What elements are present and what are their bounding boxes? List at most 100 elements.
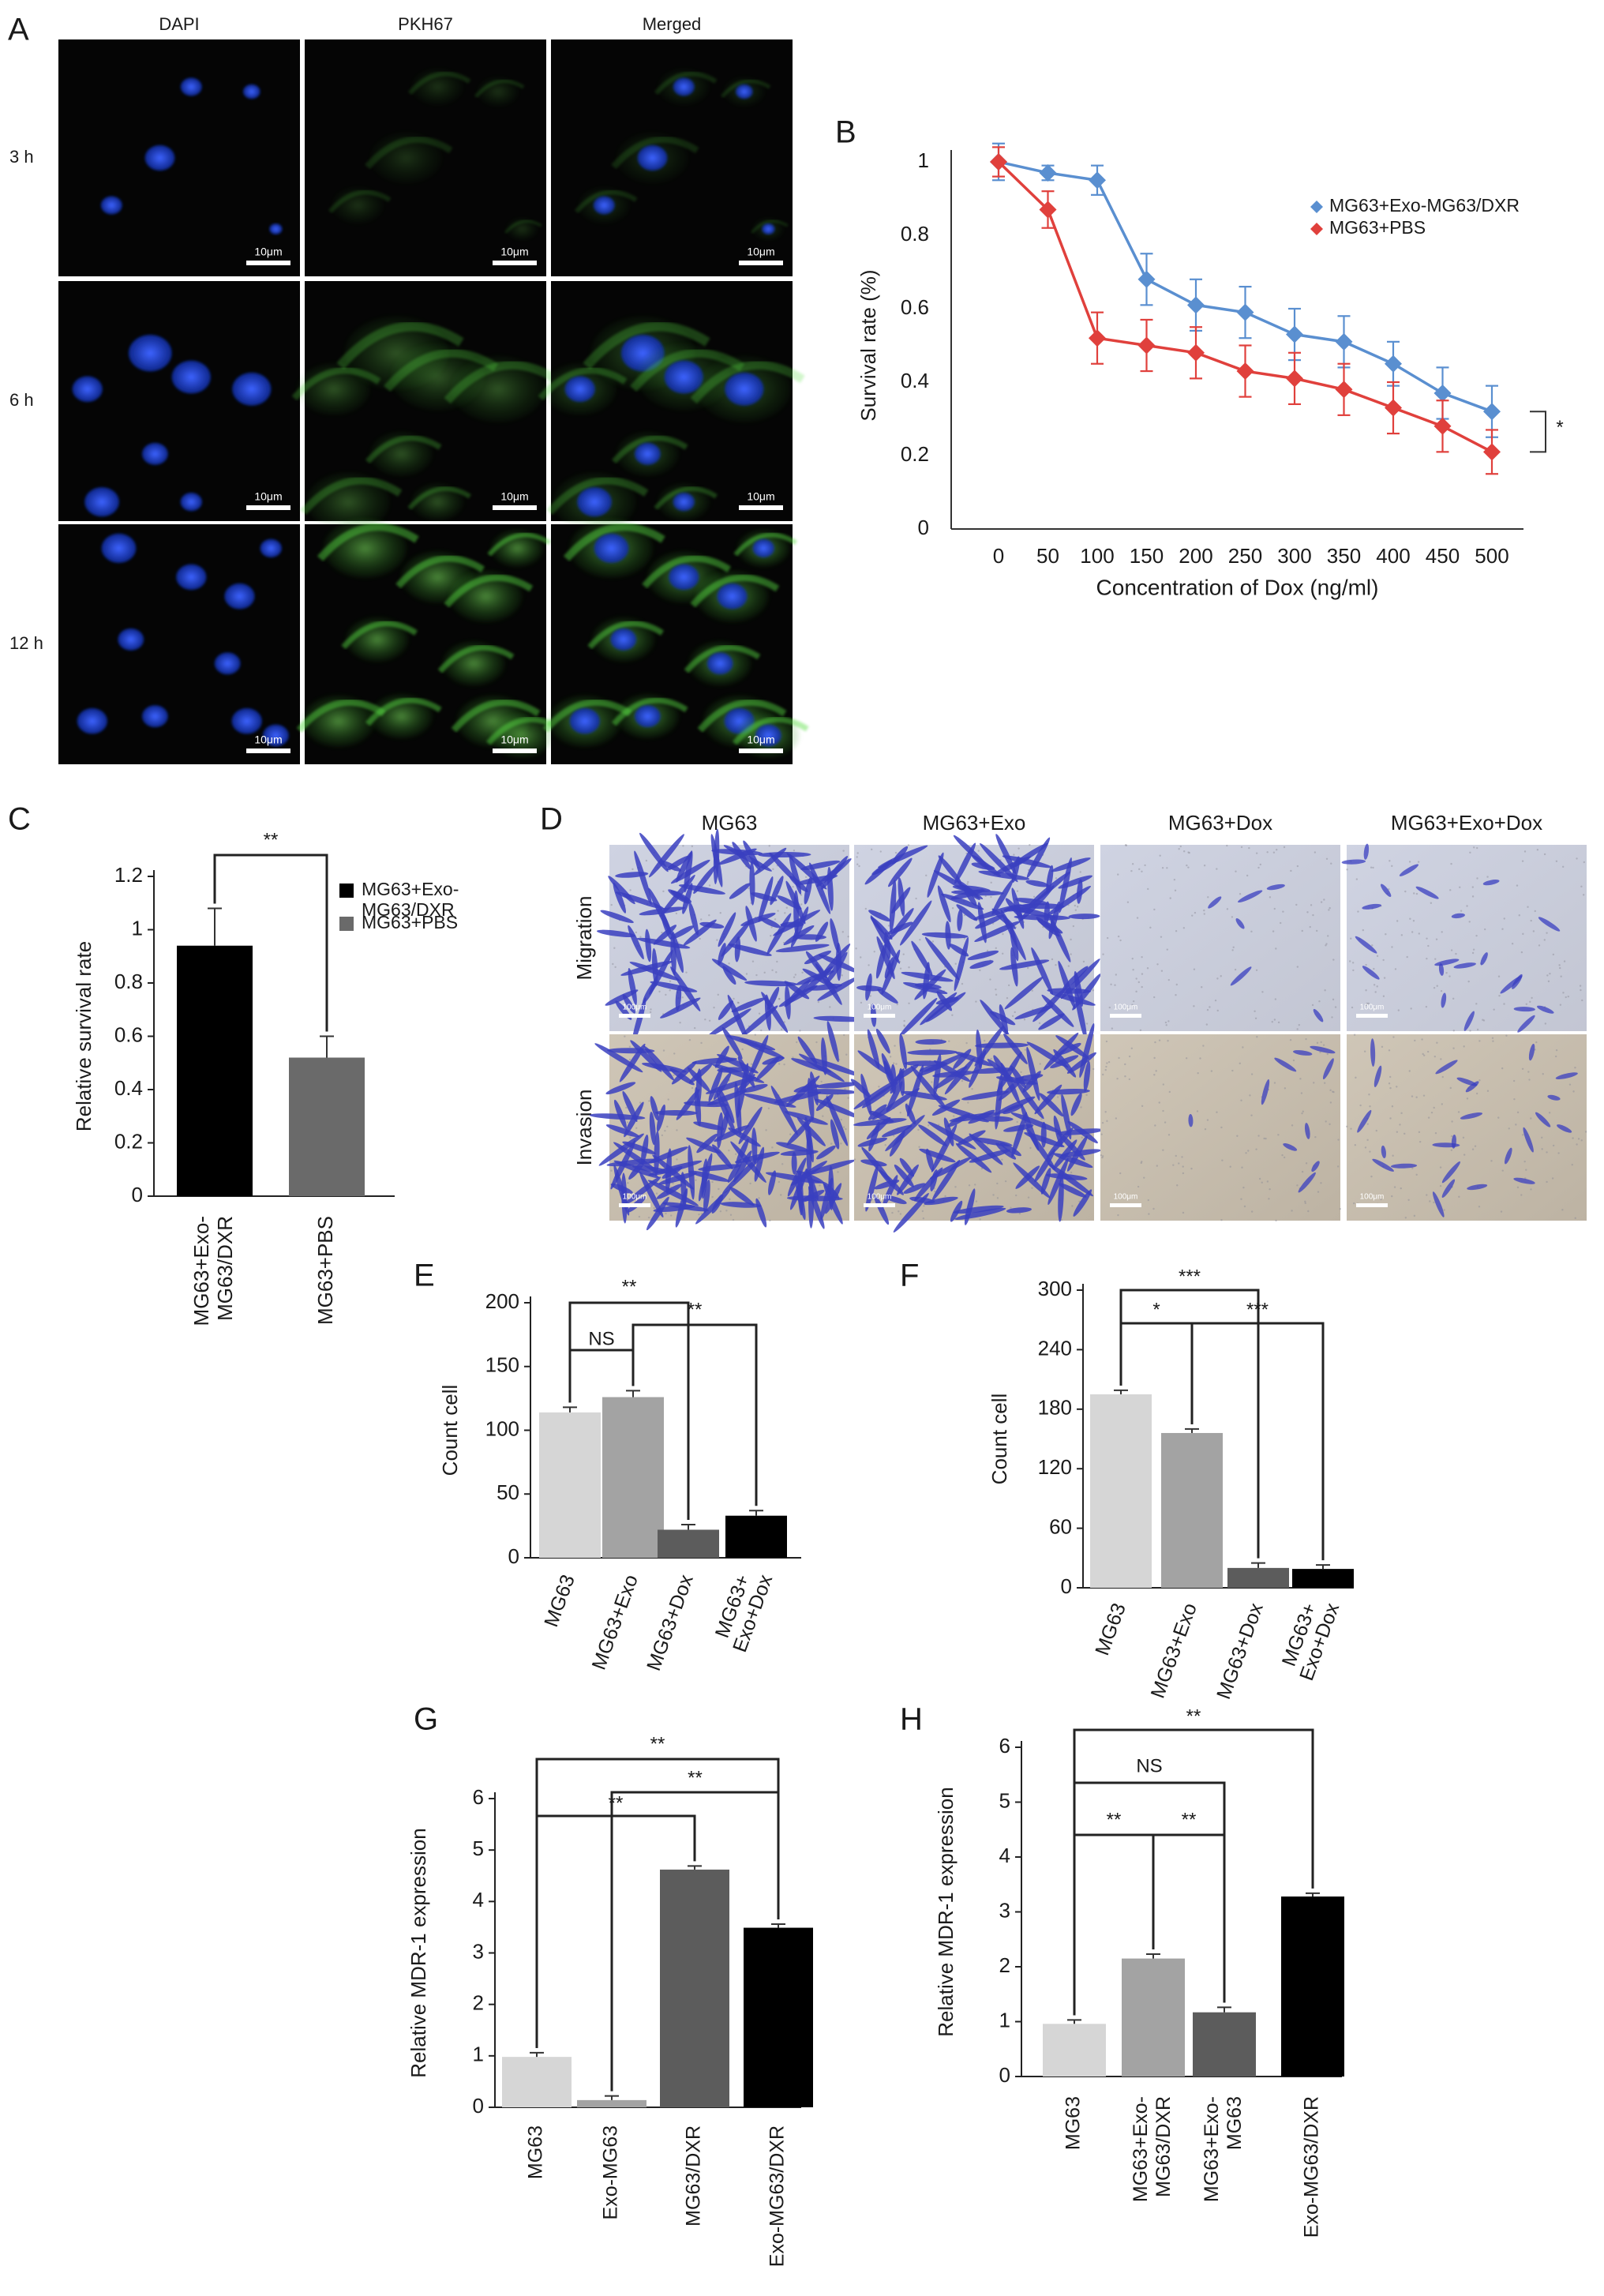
membrane-pore	[847, 936, 849, 938]
membrane-pore	[1242, 1186, 1245, 1189]
membrane-pore	[1391, 946, 1393, 948]
membrane-pore	[927, 1124, 930, 1127]
membrane-pore	[1418, 1140, 1422, 1143]
stained-cell	[1070, 1093, 1082, 1116]
membrane-pore	[1182, 1211, 1185, 1214]
membrane-pore	[1325, 944, 1327, 947]
membrane-pore	[1404, 1217, 1407, 1219]
membrane-pore	[1289, 1039, 1292, 1041]
membrane-pore	[1092, 1067, 1095, 1071]
y-tick-label: 120	[1038, 1455, 1072, 1479]
membrane-pore	[1104, 1111, 1107, 1113]
membrane-pore	[868, 964, 870, 966]
membrane-pore	[1135, 990, 1137, 993]
nucleus	[664, 360, 703, 394]
stained-cell	[641, 1134, 649, 1165]
membrane-process	[504, 219, 542, 234]
panel-letter-h: H	[900, 1702, 923, 1737]
legend-label: MG63+Exo-MG63/DXR	[1329, 195, 1520, 216]
membrane-pore	[1516, 1186, 1520, 1189]
membrane-pore	[1546, 974, 1549, 977]
scale-bar	[619, 1014, 650, 1018]
membrane-pore	[1382, 995, 1385, 997]
membrane-pore	[1296, 966, 1299, 968]
membrane-pore	[682, 845, 684, 847]
stained-cell	[761, 992, 789, 1033]
stained-cell	[893, 1192, 929, 1233]
membrane-pore	[1411, 1167, 1414, 1169]
membrane-pore	[1076, 906, 1079, 908]
panel-d-col-label: MG63	[702, 811, 758, 835]
series-2	[990, 146, 1501, 475]
membrane-process	[611, 697, 688, 726]
membrane-pore	[672, 1182, 674, 1185]
stained-cell	[1050, 1055, 1079, 1068]
scale-bar-label: 100μm	[868, 1193, 892, 1202]
membrane-pore	[729, 1214, 733, 1216]
data-point	[1137, 336, 1156, 355]
membrane-pore	[758, 1012, 761, 1015]
membrane-pore	[903, 1024, 905, 1026]
membrane-pore	[826, 1094, 829, 1097]
membrane-pore	[1176, 1184, 1179, 1187]
x-category-label: Exo-MG63/DXR	[1301, 2096, 1323, 2238]
membrane-pore	[1380, 1198, 1382, 1201]
membrane-pore	[1190, 1167, 1193, 1170]
membrane-pore	[1250, 1073, 1254, 1075]
membrane-pore	[768, 845, 770, 847]
data-point	[1187, 343, 1205, 362]
membrane-pore	[760, 1029, 763, 1032]
membrane-process	[563, 523, 665, 561]
stained-cell	[774, 1091, 822, 1104]
membrane-pore	[1016, 890, 1019, 892]
membrane-pore	[725, 1210, 728, 1212]
membrane-pore	[1160, 970, 1164, 972]
membrane-pore	[645, 859, 648, 862]
membrane-pore	[780, 1194, 782, 1196]
membrane-pore	[1500, 1210, 1503, 1213]
membrane-pore	[649, 1011, 652, 1014]
membrane-process	[365, 697, 442, 726]
membrane-pore	[1469, 851, 1471, 853]
membrane-pore	[610, 1169, 613, 1172]
membrane-pore	[1148, 1213, 1150, 1215]
membrane-pore	[1388, 1049, 1391, 1052]
membrane-process	[365, 434, 442, 464]
membrane-pore	[1501, 1067, 1504, 1070]
stained-cell	[870, 915, 900, 964]
significance-bracket	[1190, 1322, 1325, 1561]
y-tick-label: 3	[999, 1898, 1010, 1922]
panel-letter-e: E	[414, 1259, 435, 1293]
membrane-pore	[1299, 1078, 1302, 1080]
membrane-pore	[1016, 1120, 1018, 1124]
membrane-pore	[1501, 928, 1504, 930]
membrane-pore	[1366, 1002, 1369, 1005]
membrane-pore	[1268, 1198, 1270, 1200]
membrane-pore	[1538, 944, 1541, 947]
membrane-pore	[772, 868, 774, 870]
membrane-pore	[1160, 936, 1163, 938]
membrane-pore	[1413, 892, 1415, 895]
membrane-pore	[1552, 953, 1555, 956]
membrane-pore	[1141, 985, 1143, 989]
membrane-pore	[1473, 846, 1475, 849]
significance-label: *	[1152, 1299, 1160, 1320]
membrane-pore	[1349, 960, 1351, 962]
membrane-pore	[1130, 869, 1133, 872]
stained-cell	[888, 857, 913, 887]
stained-cell	[816, 1145, 836, 1160]
membrane-pore	[944, 1195, 946, 1198]
stained-cell	[836, 942, 842, 981]
membrane-pore	[1032, 895, 1036, 899]
membrane-pore	[1427, 1116, 1430, 1119]
membrane-pore	[990, 1057, 992, 1060]
membrane-pore	[1126, 1007, 1129, 1009]
membrane-pore	[1366, 1139, 1369, 1142]
scale-bar-label: 100μm	[1114, 1193, 1138, 1202]
membrane-pore	[1441, 931, 1443, 933]
membrane-pore	[975, 1200, 978, 1202]
membrane-pore	[613, 947, 616, 949]
membrane-process	[720, 79, 771, 99]
membrane-pore	[699, 937, 701, 940]
stained-cell	[1026, 1041, 1069, 1068]
